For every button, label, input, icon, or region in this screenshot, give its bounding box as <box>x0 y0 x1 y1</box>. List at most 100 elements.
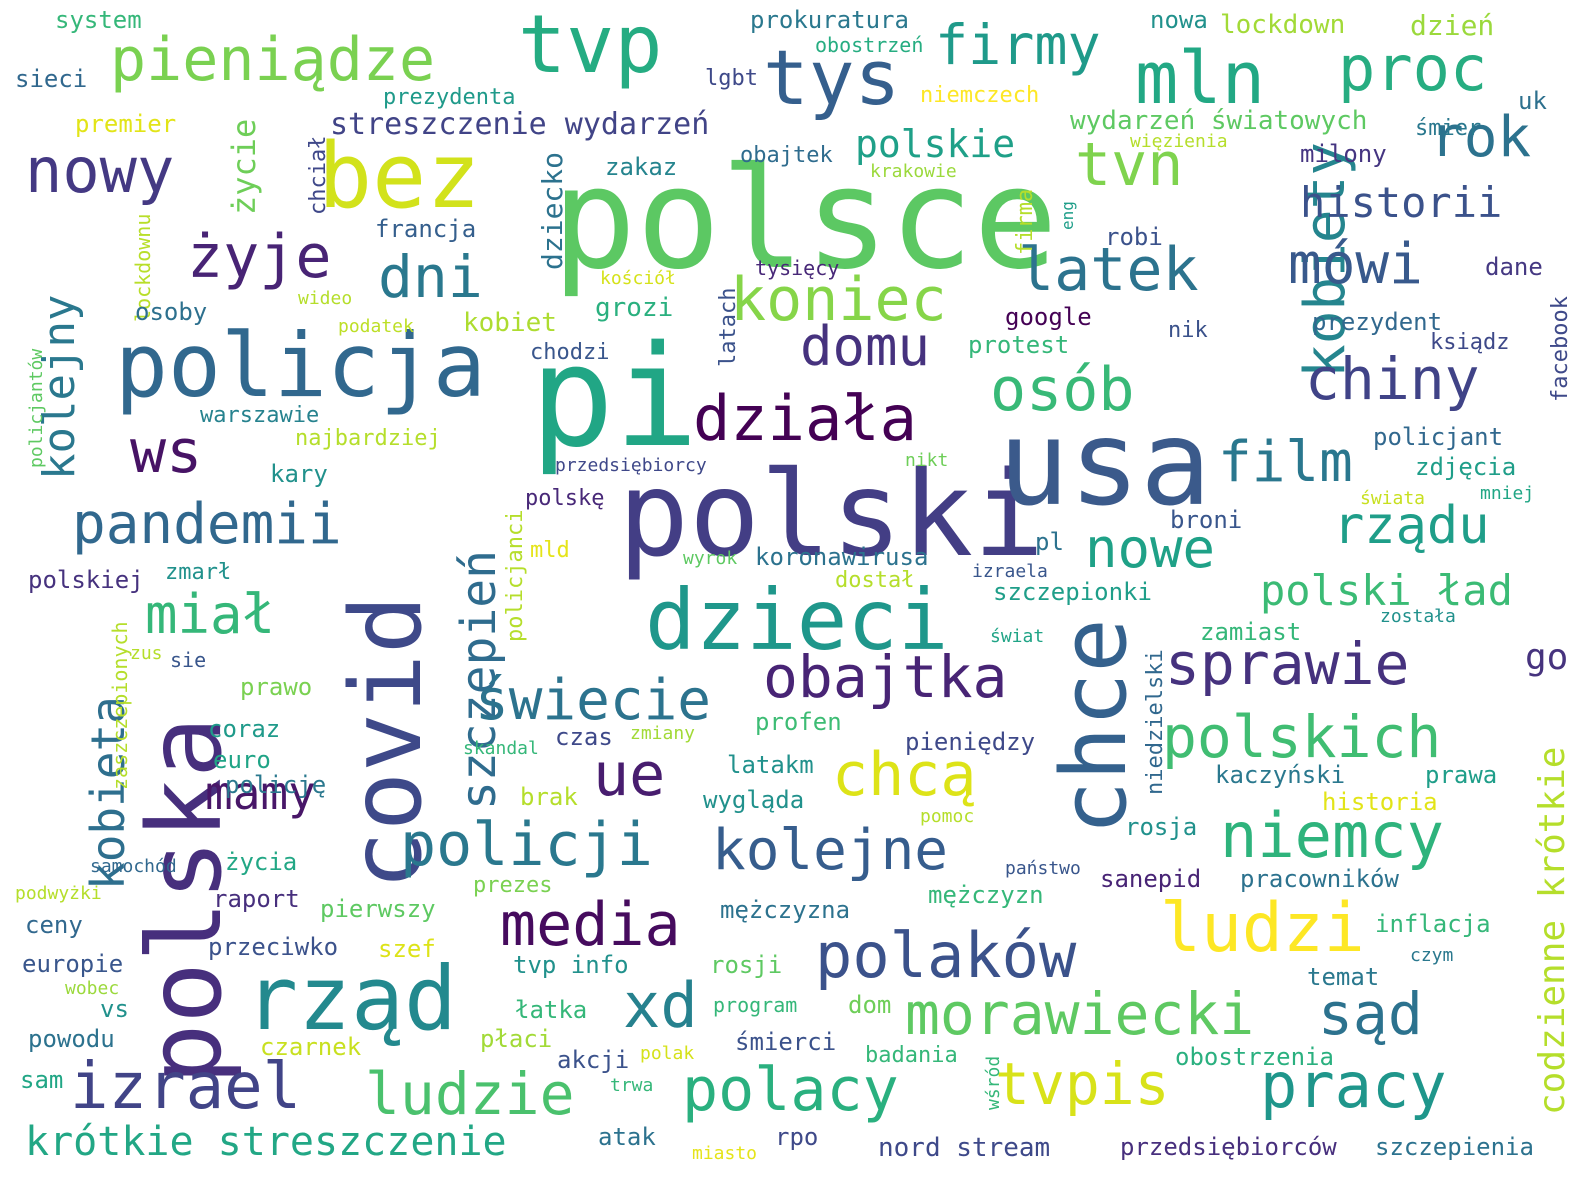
cloud-word: pierwszy <box>320 895 436 923</box>
cloud-word: warszawie <box>200 403 320 428</box>
cloud-word: vs <box>100 995 129 1023</box>
cloud-word: atak <box>598 1123 656 1151</box>
cloud-word: zdjęcia <box>1415 453 1517 481</box>
cloud-word: polskiej <box>28 566 144 594</box>
cloud-word: krakowie <box>870 161 957 182</box>
cloud-word: dom <box>848 991 892 1019</box>
cloud-word: polski ład <box>1260 566 1513 615</box>
cloud-word: protest <box>968 331 1070 359</box>
cloud-word: ludzie <box>365 1060 575 1128</box>
cloud-word: sam <box>20 1066 64 1094</box>
cloud-word: prokuratura <box>750 6 909 34</box>
cloud-word: polsce <box>552 138 1058 301</box>
cloud-word: raport <box>213 885 300 913</box>
cloud-word: trwa <box>610 1075 654 1096</box>
cloud-word: szczepienia <box>1375 1133 1534 1161</box>
cloud-word: polak <box>640 1043 695 1064</box>
cloud-word: działa <box>693 382 917 455</box>
cloud-word: zmarł <box>165 560 232 585</box>
cloud-word: niemczech <box>920 83 1040 108</box>
cloud-word: nowy <box>25 134 175 207</box>
cloud-word: chciał <box>306 135 331 215</box>
cloud-word: sanepid <box>1100 865 1202 893</box>
cloud-word: mężczyzn <box>928 881 1044 909</box>
cloud-word: pandemii <box>72 492 342 557</box>
cloud-word: codzienne krótkie <box>1532 746 1570 1115</box>
cloud-word: tysięcy <box>755 256 840 280</box>
cloud-word: usa <box>998 394 1212 532</box>
cloud-word: płaci <box>480 1025 553 1053</box>
cloud-word: wideo <box>298 288 353 309</box>
cloud-word: dostał <box>835 568 915 593</box>
cloud-word: kobiet <box>463 308 557 338</box>
cloud-word: życie <box>225 118 263 215</box>
cloud-word: przedsiębiorców <box>1120 1133 1337 1161</box>
cloud-word: powodu <box>28 1025 115 1053</box>
cloud-word: chodzi <box>530 340 610 365</box>
cloud-word: przeciwko <box>208 933 339 961</box>
cloud-word: uk <box>1518 87 1547 115</box>
cloud-word: latakm <box>727 751 814 779</box>
cloud-word: broni <box>1170 506 1243 534</box>
cloud-word: polaków <box>815 919 1077 992</box>
cloud-word: kościół <box>600 268 676 289</box>
cloud-word: kaczyński <box>1215 761 1346 789</box>
cloud-word: świat <box>990 626 1045 647</box>
cloud-word: ws <box>130 417 203 487</box>
cloud-word: szczepionki <box>993 578 1152 606</box>
cloud-word: morawiecki <box>905 980 1255 1048</box>
cloud-word: pomoc <box>920 806 975 827</box>
cloud-word: brak <box>520 783 578 811</box>
cloud-word: eng <box>1058 201 1077 230</box>
cloud-word: niedzielski <box>1143 649 1168 795</box>
cloud-word: policjantów <box>26 348 47 468</box>
cloud-word: rok <box>1430 105 1532 170</box>
cloud-word: mamy <box>205 766 316 820</box>
cloud-word: pieniądze <box>110 25 436 95</box>
cloud-word: grozi <box>595 293 674 323</box>
cloud-word: nord stream <box>878 1133 1051 1163</box>
cloud-word: nikt <box>905 450 949 471</box>
cloud-word: latach <box>716 287 741 367</box>
cloud-word: film <box>1218 430 1353 495</box>
cloud-word: rpo <box>775 1123 819 1151</box>
cloud-word: system <box>55 6 142 34</box>
cloud-word: pi <box>530 316 699 479</box>
cloud-word: ceny <box>25 911 83 939</box>
cloud-word: mniej <box>1480 483 1535 504</box>
cloud-word: go <box>1525 637 1569 678</box>
cloud-word: ksiądz <box>1430 330 1510 355</box>
cloud-word: polskie <box>855 122 1016 166</box>
cloud-word: policji <box>400 810 653 880</box>
cloud-word: szef <box>378 935 436 963</box>
cloud-word: koronawirusa <box>755 543 929 571</box>
cloud-word: sie <box>170 648 207 672</box>
cloud-word: policjant <box>1373 423 1504 451</box>
cloud-word: samochód <box>90 856 177 877</box>
cloud-word: rządu <box>1333 496 1490 556</box>
cloud-word: sąd <box>1318 980 1423 1048</box>
cloud-word: francja <box>375 215 477 243</box>
cloud-word: obostrzeń <box>815 33 924 57</box>
cloud-word: dziecko <box>536 151 569 270</box>
cloud-word: euro <box>213 746 271 774</box>
cloud-word: wyrok <box>683 548 738 569</box>
cloud-word: domu <box>800 315 931 378</box>
cloud-word: izrael <box>70 1050 302 1124</box>
cloud-word: krótkie streszczenie <box>25 1119 507 1165</box>
cloud-word: wydarzeń światowych <box>1070 106 1368 136</box>
cloud-word: coraz <box>208 715 281 743</box>
cloud-word: sieci <box>15 65 88 93</box>
cloud-word: polskę <box>525 486 605 511</box>
cloud-word: pracowników <box>1240 865 1399 893</box>
cloud-word: kary <box>270 460 328 488</box>
cloud-word: nowe <box>1085 517 1216 580</box>
cloud-word: zaszczepionych <box>108 621 132 790</box>
cloud-word: zamiast <box>1200 618 1302 646</box>
cloud-word: osób <box>990 355 1135 425</box>
cloud-word: firmy <box>935 13 1101 77</box>
cloud-word: izraela <box>972 561 1048 582</box>
cloud-word: osoby <box>135 298 208 326</box>
cloud-word: czas <box>555 723 613 751</box>
cloud-word: lockdown <box>1220 10 1346 40</box>
